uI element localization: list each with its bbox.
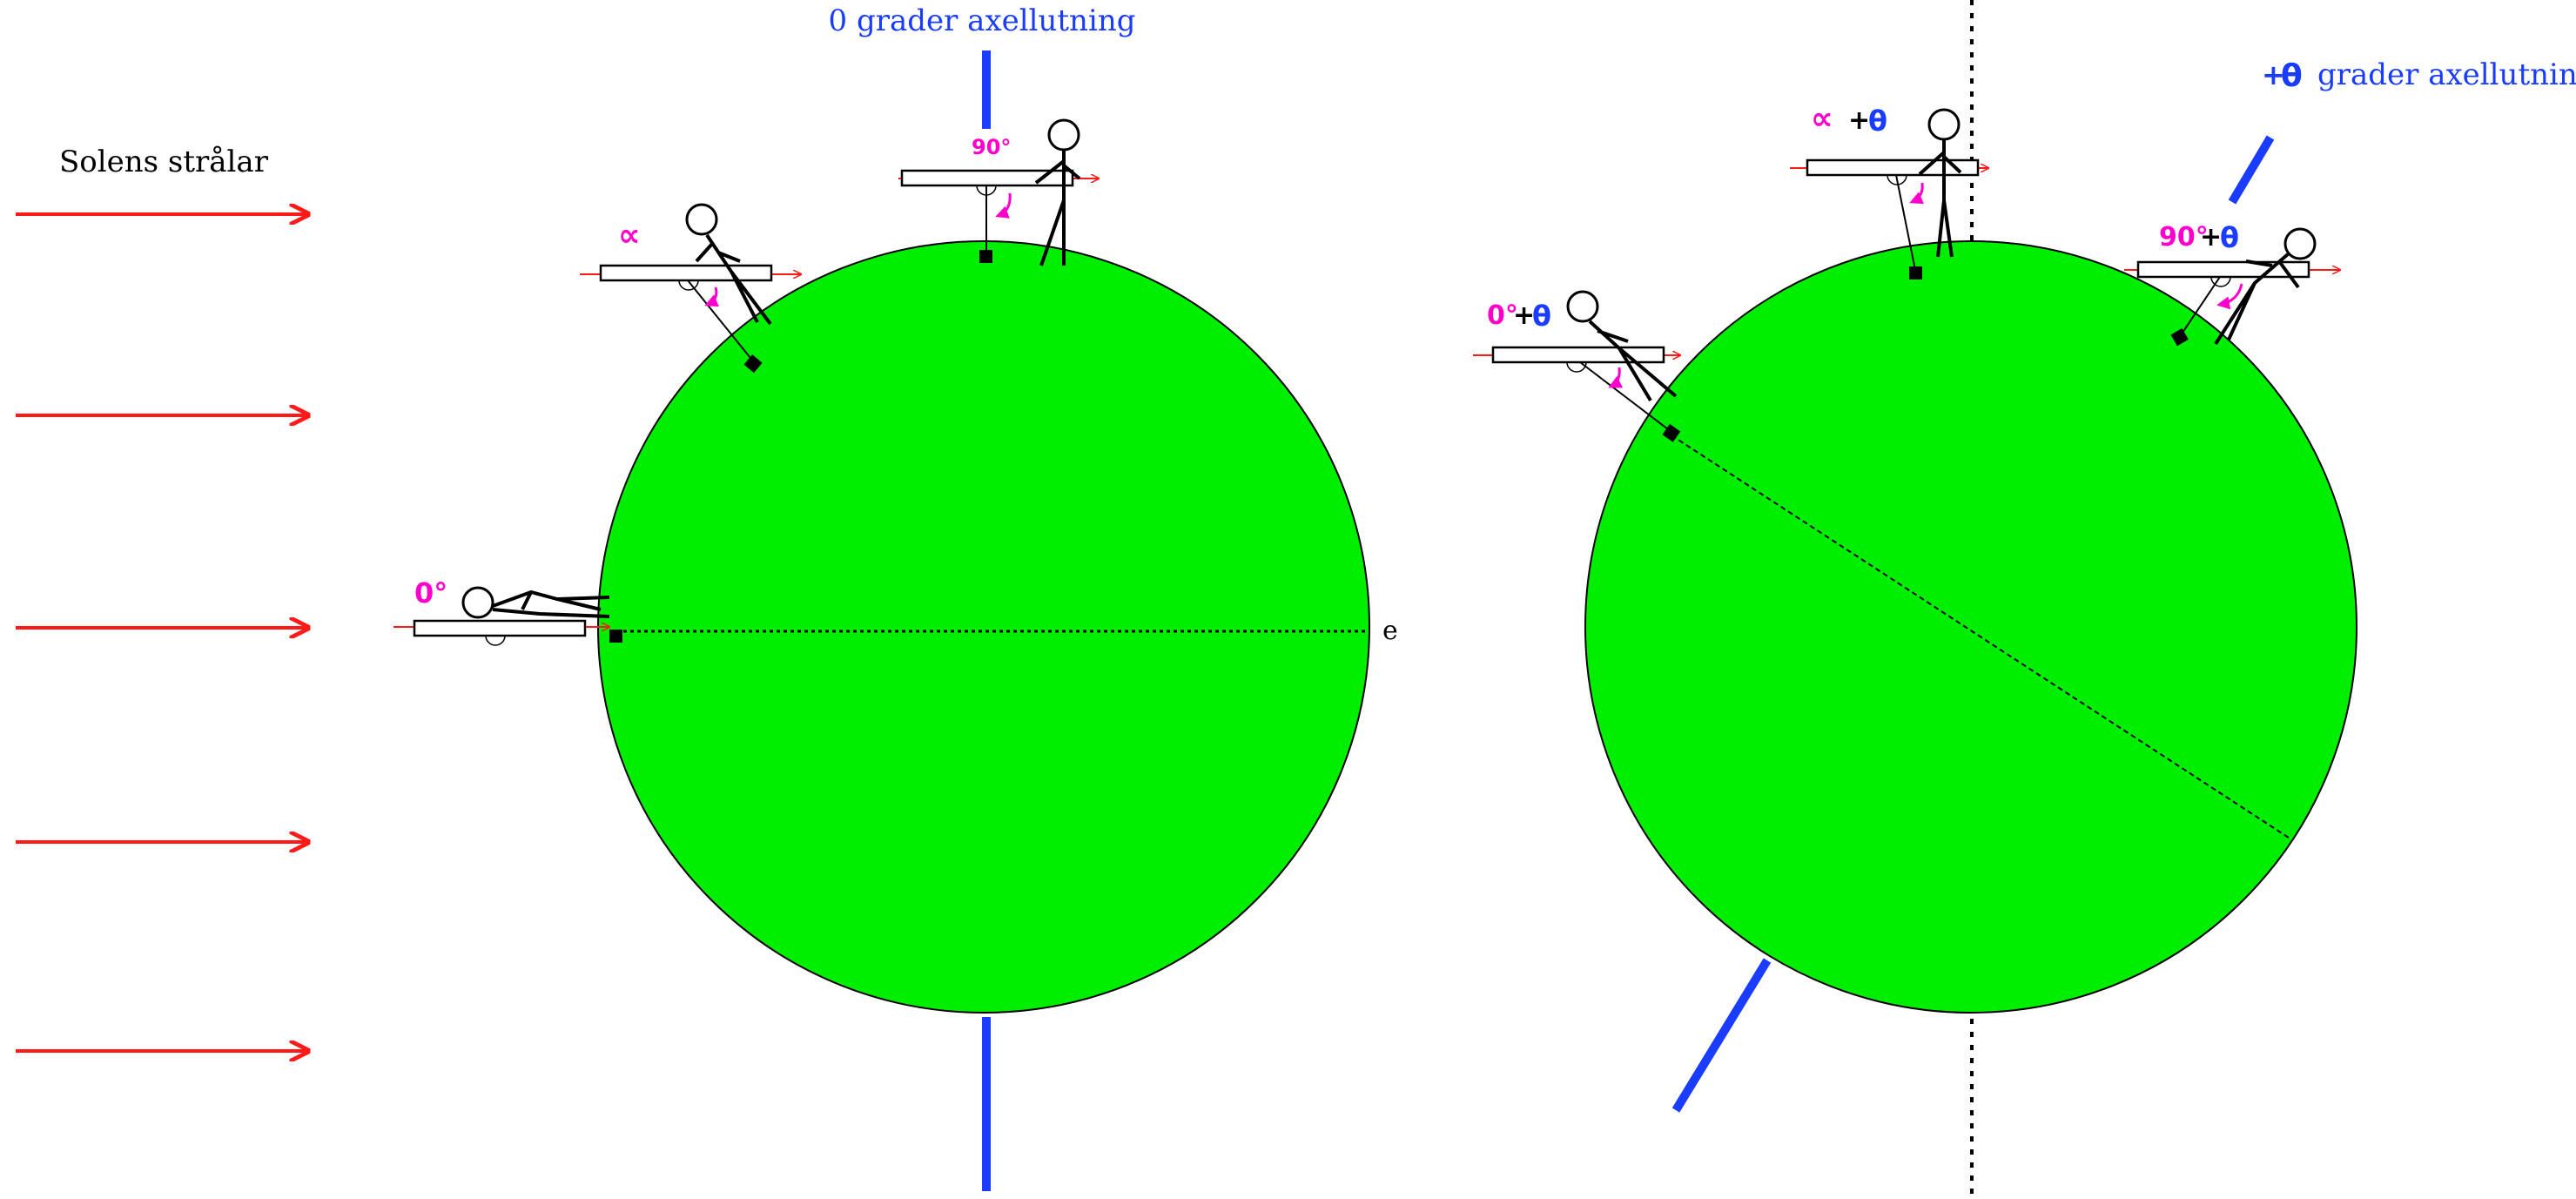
stick-head	[685, 203, 718, 236]
angle-label-pole: 90°	[972, 135, 1011, 159]
observer-pole: 90°	[898, 118, 1099, 266]
solar-panel	[599, 264, 773, 282]
angle-arc	[1566, 361, 1587, 373]
title-plus: +	[2262, 58, 2285, 91]
solar-panel	[1806, 158, 1980, 177]
angle-arc	[2210, 276, 2231, 287]
right-axis-bottom	[1671, 958, 1772, 1113]
left-earth-title: 0 grader axellutning	[829, 3, 1136, 38]
stick-head	[1927, 108, 1961, 141]
observer-mid: ∝	[580, 203, 801, 374]
normal-line	[2180, 276, 2221, 336]
angle-arrow	[1608, 367, 1624, 388]
sun-rays	[16, 214, 308, 1051]
stick-body	[695, 233, 772, 326]
normal-line	[1895, 174, 1916, 271]
stick-head	[2283, 227, 2317, 260]
angle-arrow	[1909, 182, 1924, 205]
right-earth-title: + θ grader axellutning	[2262, 57, 2576, 94]
observer-high: 90° + θ	[2124, 221, 2340, 347]
stick-head	[1566, 290, 1599, 323]
angle-arrow	[995, 192, 1012, 219]
sun-rays-label: Solens strålar	[59, 145, 269, 179]
angle-arrow	[704, 286, 719, 307]
equator-label: e	[1382, 616, 1398, 646]
ground-marker	[1909, 266, 1922, 280]
ground-marker	[609, 630, 622, 643]
angle-arc	[1887, 174, 1907, 185]
stick-body	[2214, 253, 2300, 346]
angle-label-top-base: ∝	[1811, 101, 1833, 137]
tilted-equator-line	[1671, 434, 2292, 840]
normal-line	[1579, 361, 1672, 433]
angle-label-low-plus: +	[1513, 300, 1535, 331]
angle-label-top-plus: +	[1848, 105, 1870, 136]
left-earth	[597, 240, 1370, 1014]
angle-label-mid: ∝	[618, 218, 641, 253]
angle-label-high-plus: +	[2200, 222, 2222, 253]
stick-body	[492, 589, 610, 618]
angle-label-high-base: 90°	[2159, 222, 2209, 253]
solar-panel	[1491, 346, 1665, 364]
stick-head	[461, 586, 494, 619]
stick-body	[1034, 150, 1081, 266]
ground-marker	[1662, 423, 1681, 442]
right-axis-top	[2228, 135, 2275, 205]
angle-label-low-theta: θ	[1532, 300, 1551, 333]
angle-label-high-theta: θ	[2220, 221, 2239, 254]
angle-label-top-theta: θ	[1868, 104, 1887, 138]
angle-label-low-base: 0°	[1487, 300, 1518, 331]
right-earth-group: + θ grader axellutning 0° + θ	[1473, 0, 2576, 1199]
title-rest: grader axellutning	[2317, 57, 2576, 92]
stick-body	[1588, 320, 1678, 402]
angle-arc	[485, 635, 506, 646]
ground-marker	[2170, 327, 2189, 347]
angle-arrow	[2216, 283, 2243, 310]
right-earth	[1584, 240, 2357, 1014]
observer-top: ∝ + θ	[1790, 101, 1988, 280]
solar-panel	[413, 619, 587, 637]
angle-arc	[678, 280, 699, 291]
ground-marker	[979, 250, 992, 263]
stick-body	[1918, 139, 1962, 258]
observer-equator: 0°	[393, 576, 622, 646]
angle-arc	[976, 185, 997, 196]
ground-marker	[743, 354, 763, 374]
left-earth-group: 0 grader axellutning e 0° ∝	[393, 3, 1398, 1191]
normal-line	[687, 280, 755, 363]
title-theta: θ	[2281, 58, 2303, 94]
observer-low: 0° + θ	[1473, 290, 1681, 442]
angle-label-equator: 0°	[414, 576, 447, 610]
stick-head	[1047, 118, 1080, 152]
